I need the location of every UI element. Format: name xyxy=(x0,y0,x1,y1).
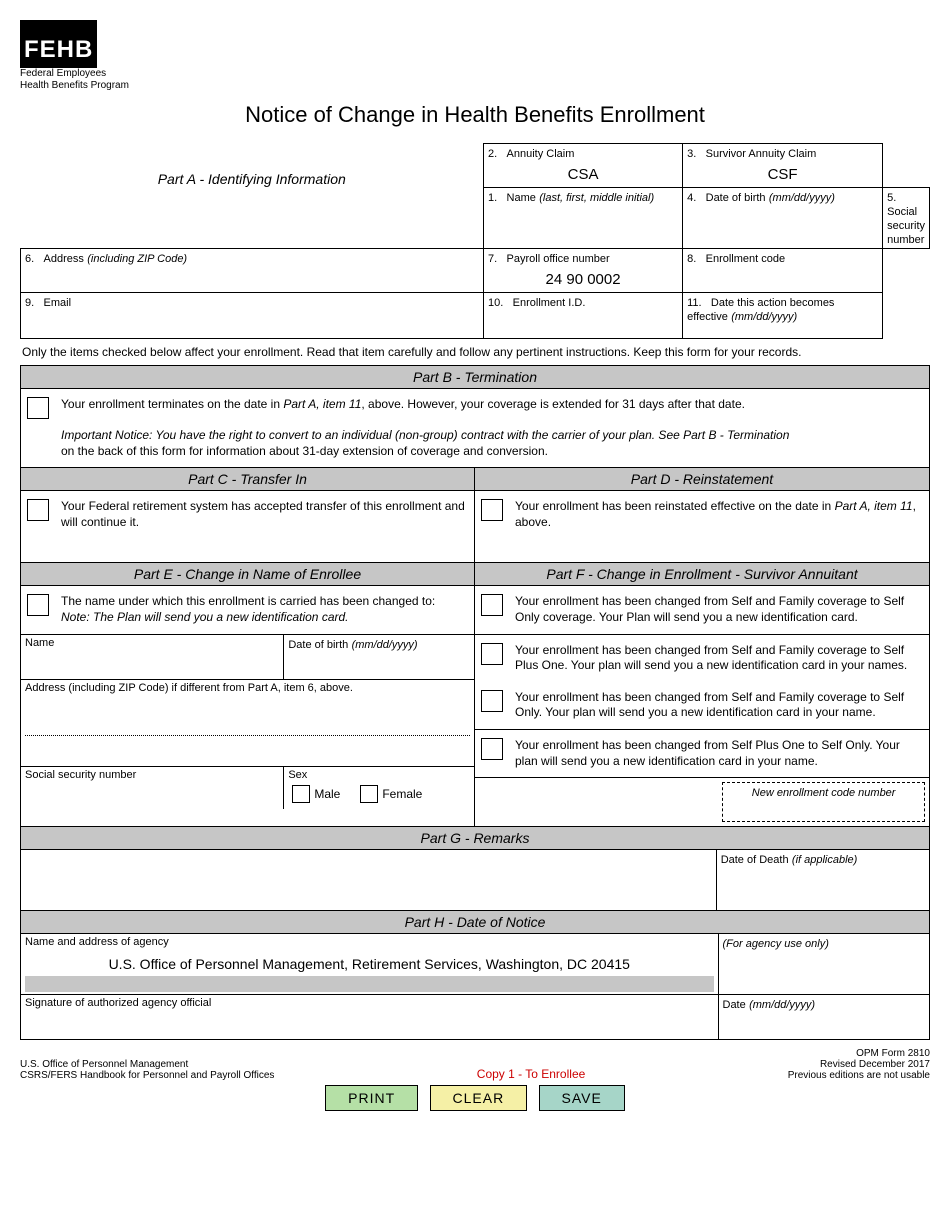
f-opt1-text: Your enrollment has been changed from Se… xyxy=(507,590,927,629)
f6-num: 6. xyxy=(25,253,34,265)
fehb-logo: FEHB xyxy=(20,20,97,68)
part-a-table: Part A - Identifying Information 2. Annu… xyxy=(20,143,930,339)
button-row: PRINT CLEAR SAVE xyxy=(20,1085,930,1111)
part-e-text: The name under which this enrollment is … xyxy=(53,590,472,629)
h-agency-value: U.S. Office of Personnel Management, Ret… xyxy=(25,948,714,974)
footer-left1: U.S. Office of Personnel Management xyxy=(20,1059,274,1070)
f11-num: 11. xyxy=(687,297,701,309)
e-name-label: Name xyxy=(25,637,279,649)
part-d-header: Part D - Reinstatement xyxy=(475,468,930,491)
f8-label: Enrollment code xyxy=(706,253,786,265)
f5-label: Social security number xyxy=(887,206,925,246)
footer-right1: OPM Form 2810 xyxy=(788,1048,930,1059)
f11-hint: (mm/dd/yyyy) xyxy=(731,311,797,323)
part-b-header: Part B - Termination xyxy=(20,365,930,389)
e-dob-label: Date of birth xyxy=(288,639,348,651)
part-a-header: Part A - Identifying Information xyxy=(25,168,480,190)
female-checkbox[interactable] xyxy=(360,785,378,803)
part-c-checkbox[interactable] xyxy=(27,499,49,521)
print-button[interactable]: PRINT xyxy=(325,1085,418,1111)
clear-button[interactable]: CLEAR xyxy=(430,1085,528,1111)
f4-hint: (mm/dd/yyyy) xyxy=(769,192,835,204)
part-e-checkbox[interactable] xyxy=(27,594,49,616)
part-d-checkbox[interactable] xyxy=(481,499,503,521)
e-addr-label: Address (including ZIP Code) if differen… xyxy=(25,682,470,694)
f8-num: 8. xyxy=(687,253,696,265)
male-checkbox[interactable] xyxy=(292,785,310,803)
f9-num: 9. xyxy=(25,297,34,309)
footer: U.S. Office of Personnel Management CSRS… xyxy=(20,1048,930,1081)
f-opt2-checkbox[interactable] xyxy=(481,643,503,665)
f10-num: 10. xyxy=(488,297,503,309)
new-code-box: New enrollment code number xyxy=(722,782,925,822)
f4-num: 4. xyxy=(687,192,696,204)
male-label: Male xyxy=(314,787,340,801)
logo-sub1: Federal Employees xyxy=(20,68,930,80)
f-opt2-text: Your enrollment has been changed from Se… xyxy=(507,639,927,678)
f5-num: 5. xyxy=(887,192,896,204)
g-dod-hint: (if applicable) xyxy=(792,854,857,866)
f1-label: Name xyxy=(507,192,536,204)
female-label: Female xyxy=(382,787,422,801)
f7-value: 24 90 0002 xyxy=(488,265,678,290)
instruction-text: Only the items checked below affect your… xyxy=(20,339,930,365)
footer-left2: CSRS/FERS Handbook for Personnel and Pay… xyxy=(20,1070,274,1081)
f3-label: Survivor Annuity Claim xyxy=(706,148,817,160)
footer-center: Copy 1 - To Enrollee xyxy=(274,1067,787,1081)
part-d-text: Your enrollment has been reinstated effe… xyxy=(507,495,927,534)
part-b-checkbox[interactable] xyxy=(27,397,49,419)
f2-label: Annuity Claim xyxy=(507,148,575,160)
e-sex-label: Sex xyxy=(288,769,470,781)
e-ssn-label: Social security number xyxy=(25,769,279,781)
f7-label: Payroll office number xyxy=(507,253,610,265)
f-opt4-checkbox[interactable] xyxy=(481,738,503,760)
f2-num: 2. xyxy=(488,148,497,160)
f3-value: CSF xyxy=(687,160,878,185)
h-date-hint: (mm/dd/yyyy) xyxy=(749,999,815,1011)
part-e-header: Part E - Change in Name of Enrollee xyxy=(21,563,474,586)
g-dod-label: Date of Death xyxy=(721,854,789,866)
part-g-header: Part G - Remarks xyxy=(20,827,930,850)
h-date-label: Date xyxy=(723,999,746,1011)
f9-label: Email xyxy=(44,297,72,309)
save-button[interactable]: SAVE xyxy=(539,1085,625,1111)
f2-value: CSA xyxy=(488,160,678,185)
page-title: Notice of Change in Health Benefits Enro… xyxy=(20,102,930,128)
part-c-header: Part C - Transfer In xyxy=(20,468,475,491)
f-opt3-checkbox[interactable] xyxy=(481,690,503,712)
h-sig-label: Signature of authorized agency official xyxy=(25,997,714,1009)
footer-right2: Revised December 2017 xyxy=(788,1059,930,1070)
f-opt1-checkbox[interactable] xyxy=(481,594,503,616)
f-opt4-text: Your enrollment has been changed from Se… xyxy=(507,734,927,773)
f6-hint: (including ZIP Code) xyxy=(87,253,187,265)
logo-area: FEHB Federal Employees Health Benefits P… xyxy=(20,20,930,92)
h-agency-label: Name and address of agency xyxy=(25,936,714,948)
f1-num: 1. xyxy=(488,192,497,204)
part-c-text: Your Federal retirement system has accep… xyxy=(53,495,472,534)
part-b-text: Your enrollment terminates on the date i… xyxy=(53,393,927,463)
f6-label: Address xyxy=(44,253,84,265)
f10-label: Enrollment I.D. xyxy=(513,297,586,309)
part-h-header: Part H - Date of Notice xyxy=(20,911,930,934)
footer-right3: Previous editions are not usable xyxy=(788,1070,930,1081)
f-opt3-text: Your enrollment has been changed from Se… xyxy=(507,686,927,725)
f1-hint: (last, first, middle initial) xyxy=(539,192,654,204)
f3-num: 3. xyxy=(687,148,696,160)
f4-label: Date of birth xyxy=(706,192,766,204)
f7-num: 7. xyxy=(488,253,497,265)
h-agency-use: (For agency use only) xyxy=(723,938,829,950)
part-f-header: Part F - Change in Enrollment - Survivor… xyxy=(475,563,929,586)
logo-sub2: Health Benefits Program xyxy=(20,80,930,92)
e-dob-hint: (mm/dd/yyyy) xyxy=(352,639,418,651)
